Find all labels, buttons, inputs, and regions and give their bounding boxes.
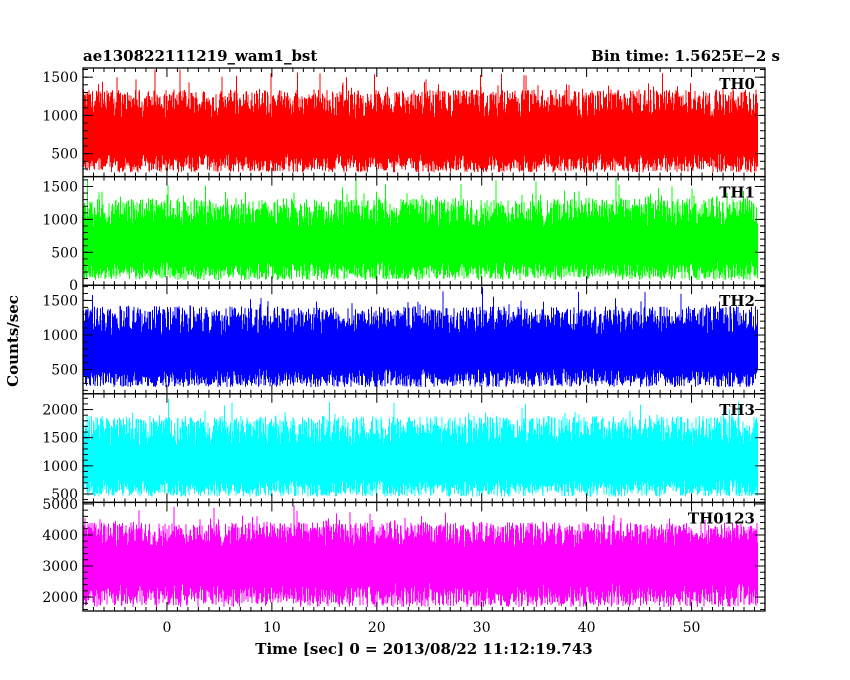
panel-label-th0: TH0 — [719, 75, 755, 93]
signal-th0123 — [82, 505, 758, 607]
x-tick-label: 20 — [368, 620, 386, 636]
y-tick-label: 2000 — [42, 403, 78, 419]
y-tick-label: 1000 — [42, 212, 78, 228]
bin-time-label: Bin time: 1.5625E−2 s — [591, 47, 780, 65]
x-axis-label: Time [sec] 0 = 2013/08/22 11:12:19.743 — [255, 640, 592, 658]
signal-th2 — [82, 287, 758, 388]
x-tick-label: 50 — [683, 620, 701, 636]
y-tick-label: 3000 — [42, 559, 78, 575]
signal-th0 — [82, 69, 758, 173]
signal-th1 — [82, 178, 758, 280]
y-tick-label: 1500 — [42, 179, 78, 195]
y-tick-label: 500 — [51, 487, 78, 503]
y-tick-label: 500 — [51, 245, 78, 261]
y-tick-label: 0 — [69, 278, 78, 294]
y-tick-label: 1000 — [42, 328, 78, 344]
panel-label-th3: TH3 — [719, 401, 755, 419]
y-tick-label: 2000 — [42, 590, 78, 606]
y-tick-label: 5000 — [42, 497, 78, 513]
signal-th3 — [82, 398, 758, 497]
panel-label-th0123: TH0123 — [688, 509, 755, 527]
panel-label-th2: TH2 — [719, 292, 755, 310]
chart-title: ae130822111219_wam1_bst — [83, 47, 317, 65]
x-tick-label: 30 — [473, 620, 491, 636]
x-tick-label: 40 — [578, 620, 596, 636]
y-tick-label: 500 — [51, 363, 78, 379]
y-tick-label: 1500 — [42, 70, 78, 86]
y-tick-label: 1000 — [42, 108, 78, 124]
panel-frame-th0123 — [82, 501, 766, 612]
y-axis-label: Counts/sec — [4, 295, 22, 387]
x-tick-label: 0 — [162, 620, 171, 636]
y-tick-label: 1500 — [42, 293, 78, 309]
panel-label-th1: TH1 — [719, 184, 755, 202]
y-tick-label: 1500 — [42, 431, 78, 447]
y-tick-label: 1000 — [42, 459, 78, 475]
x-tick-label: 10 — [263, 620, 281, 636]
y-tick-label: 500 — [51, 147, 78, 163]
y-tick-label: 4000 — [42, 528, 78, 544]
